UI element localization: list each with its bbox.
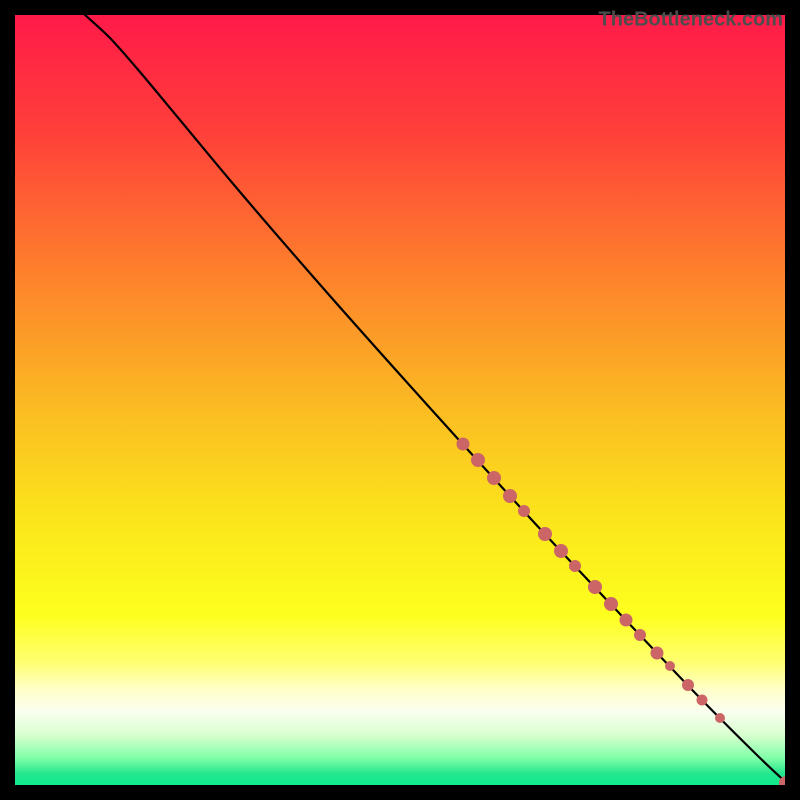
data-point (487, 471, 501, 485)
data-point (503, 489, 517, 503)
data-point (518, 505, 530, 517)
data-point (588, 580, 602, 594)
data-point (538, 527, 552, 541)
data-point (554, 544, 568, 558)
data-point (620, 614, 633, 627)
data-point (665, 661, 675, 671)
data-point (651, 647, 664, 660)
data-point (634, 629, 646, 641)
data-point (715, 713, 725, 723)
data-point (604, 597, 618, 611)
bottleneck-chart: TheBottleneck.com (0, 0, 800, 800)
data-point (697, 695, 708, 706)
data-point (471, 453, 485, 467)
data-point (457, 438, 470, 451)
data-point (682, 679, 694, 691)
data-point (569, 560, 581, 572)
watermark-text: TheBottleneck.com (599, 9, 783, 31)
